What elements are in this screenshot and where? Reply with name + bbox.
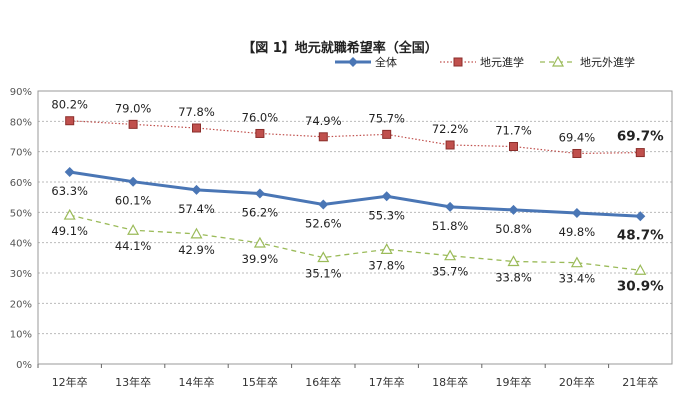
data-label: 39.9% [242,252,279,266]
data-label: 33.8% [495,270,532,284]
data-point [571,207,582,218]
y-tick-label: 90% [10,87,32,98]
data-point [64,166,75,177]
x-tick-label: 21年卒 [622,375,658,389]
data-point [255,128,265,138]
data-label: 57.4% [178,202,215,216]
data-label: 72.2% [432,122,469,136]
data-point [445,140,455,150]
x-tick-label: 18年卒 [432,375,468,389]
data-point [635,148,645,158]
series-1: 63.3% 60.1% 57.4% 56.2% 52.6% 55.3% 51.8% 50.8%… [51,166,664,243]
data-point [127,223,140,235]
data-point [507,255,520,267]
data-point [572,148,582,158]
series-line [69,214,641,271]
data-point [380,243,393,254]
data-label: 77.8% [178,105,215,119]
data-point [635,211,646,222]
data-point [190,227,203,239]
data-point [382,129,392,139]
data-label: 71.7% [495,124,532,138]
x-tick-label: 20年卒 [559,375,595,389]
y-tick-label: 50% [10,208,32,219]
data-point [63,208,76,220]
data-label: 50.8% [495,222,532,236]
data-label: 63.3% [51,184,88,198]
data-point [318,132,328,142]
legend-label: 全体 [375,55,397,69]
data-point [444,249,457,261]
data-point [551,55,565,67]
y-tick-label: 80% [10,117,32,128]
legend-label: 地元進学 [480,55,524,69]
data-label: 48.7% [617,227,664,243]
data-point [570,256,583,268]
y-tick-label: 70% [10,148,32,159]
x-tick-label: 15年卒 [242,375,278,389]
data-point [508,204,519,215]
data-point [445,201,456,212]
x-tick-label: 16年卒 [305,375,341,389]
data-point [128,119,138,129]
data-label: 75.7% [368,111,405,125]
x-tick-label: 14年卒 [179,375,215,389]
y-tick-label: 30% [10,269,32,280]
data-label: 35.7% [432,265,469,279]
series-line [69,120,641,155]
axes: 0% 10% 20% 30% 40% 50% 60% 70% 80% 90% 12年卒 13年卒 14年… [10,87,673,389]
data-label: 69.4% [559,130,596,144]
data-point [253,236,266,248]
data-label: 42.9% [178,243,215,257]
y-tick-label: 0% [16,360,32,371]
data-point [318,199,329,210]
data-label: 35.1% [305,267,342,281]
data-point [254,188,265,199]
data-label: 69.7% [617,129,664,145]
x-tick-label: 17年卒 [369,375,405,389]
data-label: 33.4% [559,272,596,286]
x-tick-label: 19年卒 [496,375,532,389]
y-tick-label: 60% [10,178,32,189]
data-point [65,116,75,126]
y-tick-label: 10% [10,330,32,341]
data-label: 30.9% [617,278,664,294]
data-point [317,251,330,263]
series-group: 63.3% 60.1% 57.4% 56.2% 52.6% 55.3% 51.8% 50.8%… [51,98,664,295]
series-3: 49.1% 44.1% 42.9% 39.9% 35.1% 37.8% 35.7% 33.8%… [51,208,664,294]
data-label: 37.8% [368,258,405,272]
data-point [381,191,392,202]
data-label: 74.9% [305,114,342,128]
series-2: 80.2% 79.0% 77.8% 76.0% 74.9% 75.7% 72.2% 71.7%… [51,98,664,158]
data-label: 79.0% [115,101,152,115]
data-label: 80.2% [51,98,88,112]
data-label: 60.1% [115,194,152,208]
data-label: 76.0% [242,110,279,124]
data-point [634,264,647,275]
data-point [128,176,139,187]
data-point [192,123,201,133]
chart-title: 【図 1】地元就職希望率（全国） [242,40,438,56]
data-label: 51.8% [432,219,469,233]
legend: 全体 地元進学 地元外進学 [335,55,635,69]
data-label: 56.2% [242,206,279,220]
y-tick-label: 20% [10,299,32,310]
data-label: 49.8% [559,225,596,239]
y-tick-label: 40% [10,239,32,250]
data-label: 49.1% [51,224,88,238]
data-label: 55.3% [368,208,405,222]
series-line [69,170,641,218]
data-point [509,142,518,152]
x-tick-label: 12年卒 [52,375,88,389]
data-point [453,57,463,67]
data-point [348,57,358,67]
data-label: 52.6% [305,216,342,230]
data-point [191,184,202,195]
legend-label: 地元外進学 [580,55,635,69]
x-tick-label: 13年卒 [115,375,151,389]
data-label: 44.1% [115,239,152,253]
